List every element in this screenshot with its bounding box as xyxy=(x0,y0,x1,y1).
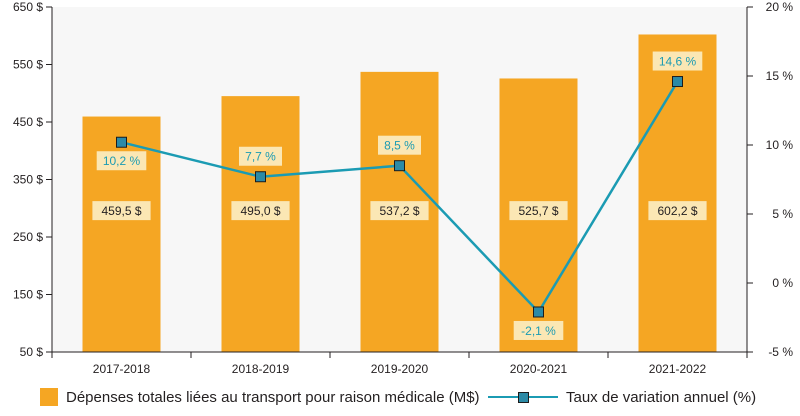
bar-value-label-2017-2018-bg xyxy=(92,201,151,221)
x-tick-label: 2021-2022 xyxy=(649,362,707,376)
bar-value-label-2017-2018-text: 459,5 $ xyxy=(101,204,141,218)
x-tick-label: 2018-2019 xyxy=(232,362,290,376)
bar-value-label-2021-2022: 602,2 $ xyxy=(648,201,707,221)
left-tick-label: 650 $ xyxy=(13,0,43,14)
chart: 459,5 $ 495,0 $ 537,2 $ 525,7 $ 602,2 $ 10,2… xyxy=(13,0,794,376)
bar-value-label-2020-2021: 525,7 $ xyxy=(509,201,568,221)
legend-label-expenses: Dépenses totales liées au transport pour… xyxy=(66,388,480,406)
rate-value-label-2019-2020-text: 8,5 % xyxy=(384,139,415,153)
right-tick-label: 20 % xyxy=(766,0,794,14)
rate-marker-2021-2022 xyxy=(672,76,683,88)
legend-item-expenses: Dépenses totales liées au transport pour… xyxy=(40,388,480,406)
rate-value-label-2021-2022: 14,6 % xyxy=(652,51,703,71)
rate-value-label-2020-2021-bg xyxy=(513,320,564,340)
rate-marker-2020-2021 xyxy=(533,306,544,318)
rate-marker-2017-2018 xyxy=(116,136,127,148)
bar-value-label-2018-2019-text: 495,0 $ xyxy=(240,204,280,218)
bar-value-label-2021-2022-text: 602,2 $ xyxy=(657,204,697,218)
rate-value-label-2017-2018: 10,2 % xyxy=(96,151,147,171)
left-tick-label: 50 $ xyxy=(20,345,44,359)
rate-value-label-2020-2021: -2,1 % xyxy=(513,320,564,340)
right-tick-label: 15 % xyxy=(766,69,794,83)
bar-value-label-2018-2019: 495,0 $ xyxy=(231,201,290,221)
bar-value-label-2019-2020-bg xyxy=(370,201,429,221)
rate-value-label-2021-2022-bg xyxy=(652,51,703,71)
rate-value-label-2020-2021-text: -2,1 % xyxy=(521,324,556,338)
rate-marker-2018-2019 xyxy=(255,171,266,183)
right-tick-label: 0 % xyxy=(772,276,793,290)
legend-line-symbol xyxy=(488,388,558,406)
legend-item-rate: Taux de variation annuel (%) xyxy=(488,388,756,406)
bar-2021-2022 xyxy=(638,34,717,353)
left-tick-label: 250 $ xyxy=(13,230,43,244)
bar-value-label-2021-2022-bg xyxy=(648,201,707,221)
rate-value-label-2018-2019-bg xyxy=(239,146,282,166)
rate-value-label-2018-2019: 7,7 % xyxy=(239,146,282,166)
rate-value-label-2017-2018-text: 10,2 % xyxy=(103,154,141,168)
bar-value-label-2020-2021-text: 525,7 $ xyxy=(518,204,558,218)
bar-2018-2019 xyxy=(221,96,300,352)
left-tick-label: 450 $ xyxy=(13,115,43,129)
bar-value-label-2018-2019-bg xyxy=(231,201,290,221)
rate-value-label-2019-2020-bg xyxy=(378,135,421,155)
x-tick-label: 2020-2021 xyxy=(510,362,568,376)
x-tick-label: 2019-2020 xyxy=(371,362,429,376)
left-tick-label: 350 $ xyxy=(13,173,43,187)
right-tick-label: -5 % xyxy=(768,345,793,359)
bar-value-label-2020-2021-bg xyxy=(509,201,568,221)
bar-value-label-2017-2018: 459,5 $ xyxy=(92,201,151,221)
bar-value-label-2019-2020: 537,2 $ xyxy=(370,201,429,221)
legend: Dépenses totales liées au transport pour… xyxy=(0,388,800,416)
right-tick-label: 5 % xyxy=(772,207,793,221)
legend-label-rate: Taux de variation annuel (%) xyxy=(566,388,757,406)
rate-value-label-2021-2022-text: 14,6 % xyxy=(659,55,697,69)
left-tick-label: 150 $ xyxy=(13,288,43,302)
bar-value-label-2019-2020-text: 537,2 $ xyxy=(379,204,419,218)
x-tick-label: 2017-2018 xyxy=(93,362,151,376)
left-tick-label: 550 $ xyxy=(13,58,43,72)
rate-value-label-2018-2019-text: 7,7 % xyxy=(245,150,276,164)
legend-swatch-bar xyxy=(40,388,58,406)
right-tick-label: 10 % xyxy=(766,138,794,152)
rate-marker-2019-2020 xyxy=(394,160,405,172)
rate-value-label-2017-2018-bg xyxy=(96,151,147,171)
rate-value-label-2019-2020: 8,5 % xyxy=(378,135,421,155)
